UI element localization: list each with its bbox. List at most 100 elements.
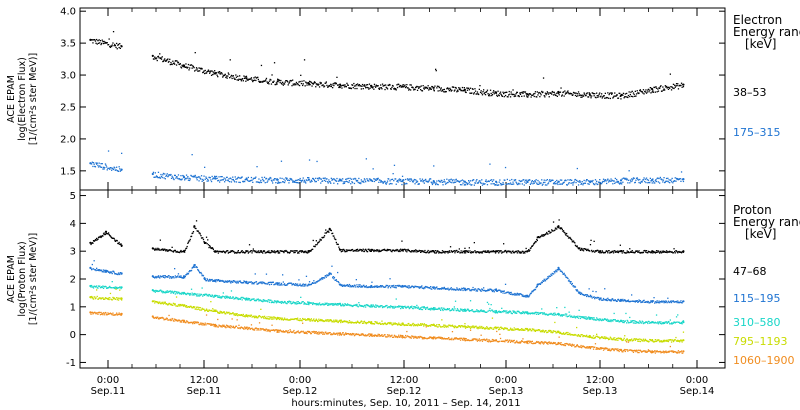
data-point [409,84,411,86]
data-point [518,95,520,98]
data-point [551,93,553,95]
data-point [679,301,681,303]
data-point [261,80,263,83]
data-point [657,323,660,325]
data-point [349,304,351,307]
data-point [307,283,310,286]
data-point [439,288,441,290]
data-point [299,177,301,180]
data-point [312,83,314,85]
data-point [424,249,426,252]
data-point [430,181,432,183]
data-point [546,277,548,280]
data-point [212,247,214,249]
data-point [670,179,672,181]
data-point [261,176,263,179]
data-point [220,280,222,282]
data-point [631,95,633,97]
data-point [459,184,462,186]
data-point [603,95,605,97]
data-point [523,251,525,253]
data-point [420,89,422,91]
data-point [92,165,94,168]
data-point [669,323,671,325]
data-point [233,180,235,182]
data-point [347,285,349,287]
data-point [449,87,451,89]
data-point [570,182,572,184]
data-point [105,286,107,288]
data-point [628,91,630,93]
data-point [381,181,384,183]
data-point [230,250,233,253]
data-point [661,250,663,252]
data-point [267,82,269,84]
data-point [647,89,649,91]
data-point [602,297,605,300]
data-point [454,300,457,302]
data-point [639,300,641,302]
data-point [187,66,189,69]
data-point [331,232,333,235]
data-point [426,87,428,89]
data-point [164,302,166,304]
data-point [442,287,444,289]
data-point [296,179,298,181]
data-point [468,181,470,183]
data-point [468,89,470,91]
data-point [161,249,163,251]
data-point [585,248,587,250]
data-point [537,311,539,314]
data-point [109,46,112,48]
data-point [531,291,533,293]
data-point [114,169,116,171]
data-point [673,87,675,90]
data-point [395,178,397,180]
data-point [441,89,444,92]
data-point [114,273,116,275]
data-point [278,284,280,286]
data-point [572,94,574,96]
data-point [581,94,583,96]
data-point [279,177,281,179]
data-point [151,275,154,278]
data-point [521,312,523,314]
data-point [192,231,195,233]
data-point [219,73,221,75]
data-point [248,298,251,300]
data-point [629,321,631,324]
data-point [644,91,646,93]
data-point [524,311,527,313]
data-point [377,177,379,179]
data-point [303,181,305,183]
data-point [663,321,665,324]
data-point [262,252,264,254]
data-point [179,275,181,277]
data-point [444,308,447,311]
data-point [270,283,273,285]
data-point [634,181,636,183]
data-point [394,286,396,289]
data-point [365,286,367,288]
data-point [210,70,212,72]
data-point [295,179,297,182]
data-point [443,179,445,181]
data-point [333,182,335,184]
data-point [665,300,667,302]
data-point [276,282,279,285]
data-point [493,183,495,185]
data-point [317,242,319,244]
data-point [376,285,378,287]
data-point [655,314,658,316]
data-point [190,64,193,66]
data-point [541,179,543,181]
data-point [557,227,560,229]
data-point [237,75,239,77]
data-point [174,268,176,270]
data-point [96,287,98,289]
data-point [504,94,507,97]
data-point [397,306,399,308]
data-point [280,284,282,286]
data-point [360,286,362,288]
